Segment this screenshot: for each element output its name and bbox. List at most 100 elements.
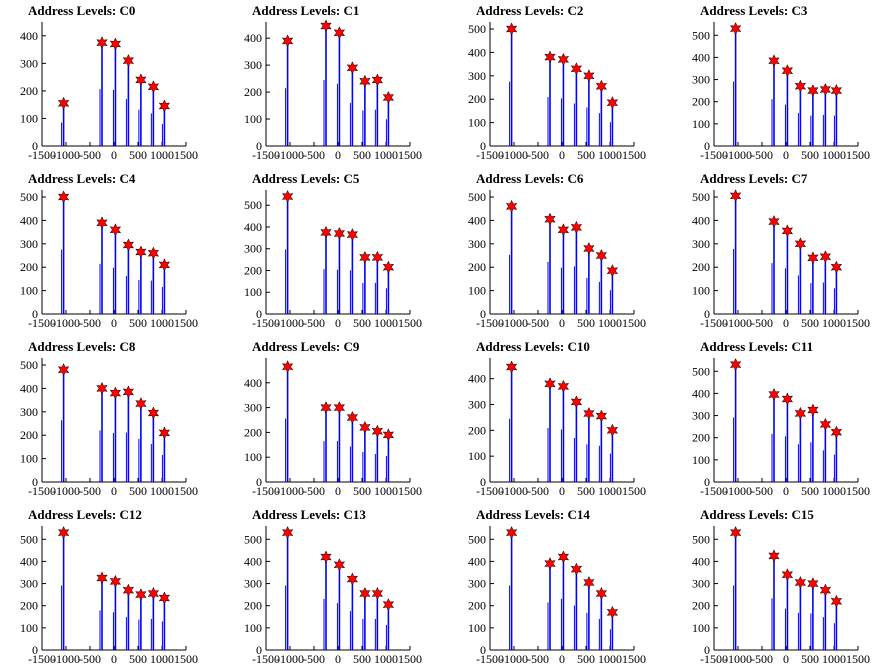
peak-marker xyxy=(122,583,135,597)
x-tick-label: 1000 xyxy=(374,316,398,330)
peak-marker xyxy=(158,258,171,272)
peak-marker xyxy=(583,69,595,83)
y-tick-label: 300 xyxy=(692,73,710,87)
peak-marker xyxy=(729,21,742,36)
peak-marker xyxy=(57,525,70,540)
chart-title: Address Levels: C4 xyxy=(28,171,136,186)
chart-title: Address Levels: C15 xyxy=(700,507,814,522)
chart-svg: Address Levels: C0 0 100 200 300 400 -1500-100… xyxy=(20,3,198,162)
y-tick-label: 0 xyxy=(256,643,262,657)
peak-marker xyxy=(346,61,359,75)
y-tick-label: 400 xyxy=(692,554,710,568)
peak-marker xyxy=(333,558,346,572)
x-tick-label: 500 xyxy=(353,652,371,666)
x-tick-label: 1000 xyxy=(822,484,846,498)
x-tick-label: 0 xyxy=(111,316,117,330)
x-tick-label: 500 xyxy=(353,484,371,498)
y-tick-label: 500 xyxy=(468,22,486,36)
y-tick-label: 200 xyxy=(20,84,38,98)
y-tick-label: 300 xyxy=(468,69,486,83)
peak-marker xyxy=(346,410,359,425)
peak-marker xyxy=(595,409,608,423)
y-tick-label: 500 xyxy=(692,532,710,546)
chart-svg: Address Levels: C11 0 100 200 300 400 500 -1500… xyxy=(692,339,870,498)
x-tick-label: -1500 xyxy=(252,148,280,162)
y-tick-label: 500 xyxy=(692,28,710,42)
peak-marker xyxy=(807,251,819,265)
peak-marker xyxy=(557,52,570,67)
x-tick-label: -1000 xyxy=(500,316,528,330)
y-tick-label: 100 xyxy=(468,449,486,463)
x-tick-label: 1500 xyxy=(622,484,646,498)
x-tick-label: 1000 xyxy=(374,652,398,666)
chart-title: Address Levels: C10 xyxy=(476,339,590,354)
peak-marker xyxy=(729,189,742,203)
x-tick-label: 0 xyxy=(559,316,565,330)
x-tick-label: -1500 xyxy=(476,652,504,666)
chart-title: Address Levels: C14 xyxy=(476,507,590,522)
peak-marker xyxy=(333,26,346,40)
peak-marker xyxy=(122,385,135,399)
y-tick-label: 200 xyxy=(468,423,486,437)
x-tick-label: 1000 xyxy=(598,484,622,498)
y-tick-label: 500 xyxy=(20,358,38,372)
x-tick-label: -1500 xyxy=(700,148,728,162)
y-tick-label: 200 xyxy=(468,599,486,613)
y-tick-label: 100 xyxy=(244,285,262,299)
peak-marker xyxy=(382,90,395,105)
x-tick-label: 500 xyxy=(801,652,819,666)
y-tick-label: 400 xyxy=(244,220,262,234)
peak-marker xyxy=(382,597,395,612)
x-tick-label: -500 xyxy=(751,484,773,498)
chart-title: Address Levels: C8 xyxy=(28,339,136,354)
peak-marker xyxy=(57,190,70,204)
peak-marker xyxy=(135,245,147,259)
peak-marker xyxy=(781,392,794,406)
x-tick-label: -1000 xyxy=(52,484,80,498)
y-tick-label: 500 xyxy=(692,190,710,204)
y-tick-label: 200 xyxy=(692,95,710,109)
y-tick-label: 200 xyxy=(244,263,262,277)
x-tick-label: -1500 xyxy=(476,484,504,498)
chart-panel: Address Levels: C15 0 100 200 300 400 500 -1500… xyxy=(672,504,896,672)
chart-svg: Address Levels: C70100200300400500-1500-… xyxy=(692,171,870,330)
y-tick-label: 400 xyxy=(692,213,710,227)
chart-panel: Address Levels: C13 0 100 200 300 400 500 -1500… xyxy=(224,504,448,672)
peak-marker xyxy=(729,525,742,540)
x-tick-label: -1500 xyxy=(476,316,504,330)
x-tick-label: 0 xyxy=(783,484,789,498)
x-tick-label: 500 xyxy=(801,484,819,498)
peak-marker xyxy=(595,248,608,263)
y-tick-label: 200 xyxy=(692,431,710,445)
y-tick-label: 500 xyxy=(692,364,710,378)
chart-panel: Address Levels: C6 0 100 200 300 400 500 -1500-… xyxy=(448,168,672,336)
x-tick-label: 0 xyxy=(111,652,117,666)
x-tick-label: 1500 xyxy=(622,652,646,666)
x-tick-label: 0 xyxy=(783,652,789,666)
x-tick-label: -1000 xyxy=(724,148,752,162)
y-tick-label: 0 xyxy=(704,139,710,153)
x-tick-label: 1000 xyxy=(598,652,622,666)
peak-marker xyxy=(371,250,384,265)
y-tick-label: 100 xyxy=(468,621,486,635)
y-tick-label: 300 xyxy=(244,401,262,415)
peak-marker xyxy=(281,525,294,540)
x-tick-label: -1500 xyxy=(252,652,280,666)
y-tick-label: 200 xyxy=(20,260,38,274)
x-tick-label: 1500 xyxy=(846,484,870,498)
chart-panel: Address Levels: C7 0 100 200 300 400 500 -1500-… xyxy=(672,168,896,336)
peak-marker xyxy=(570,395,583,409)
peak-marker xyxy=(359,250,371,265)
peak-marker xyxy=(557,379,570,394)
peak-marker xyxy=(807,403,819,417)
chart-panel: Address Levels: C14 0 100 200 300 400 500 -1500… xyxy=(448,504,672,672)
y-tick-label: 500 xyxy=(244,532,262,546)
peak-marker xyxy=(505,525,518,540)
chart-title: Address Levels: C0 xyxy=(28,3,135,18)
y-tick-label: 200 xyxy=(468,260,486,274)
chart-title: Address Levels: C6 xyxy=(476,171,584,186)
peak-marker xyxy=(371,586,384,601)
peak-marker xyxy=(583,575,595,590)
y-tick-label: 100 xyxy=(20,111,38,125)
